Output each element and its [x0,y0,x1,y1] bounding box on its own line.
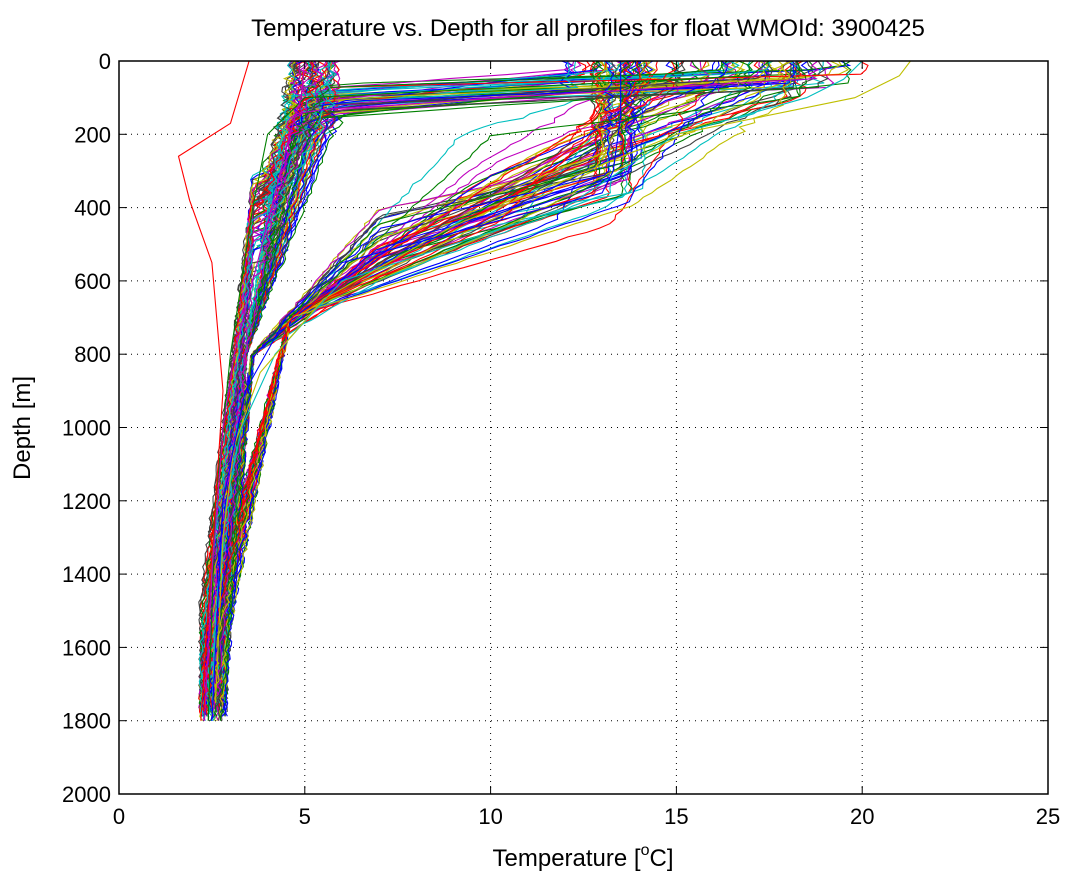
profile-line [215,60,911,703]
profile-line [177,60,250,721]
x-tick-label: 10 [478,804,502,829]
y-tick-label: 1400 [62,562,111,587]
profile-line [211,61,622,721]
x-tick-label: 20 [850,804,874,829]
profile-line [212,60,808,717]
y-tick-label: 800 [74,342,111,367]
profile-line [211,60,297,690]
grid [119,61,1048,794]
profile-line [203,60,820,691]
y-tick-label: 200 [74,122,111,147]
x-tick-label: 5 [299,804,311,829]
profile-line [203,60,306,721]
y-tick-label: 1200 [62,489,111,514]
profile-line [213,60,793,704]
profile-lines [177,60,911,722]
profile-line [216,60,307,695]
profile-line [221,60,632,695]
x-axis-label-suffix: C] [649,845,673,872]
y-tick-label: 600 [74,269,111,294]
y-axis-label: Depth [m] [9,376,36,480]
x-tick-label: 0 [113,804,125,829]
x-axis: 0 5 10 15 20 25 [113,61,1060,829]
y-tick-label: 0 [99,49,111,74]
x-tick-label: 25 [1036,804,1060,829]
profile-line [207,60,641,708]
y-axis: 0 200 400 600 800 1000 1200 1400 1600 1800 2000 [62,49,1048,807]
x-tick-label: 15 [664,804,688,829]
x-axis-label-prefix: Temperature [ [493,845,641,872]
profile-line [198,60,338,712]
y-tick-label: 1000 [62,416,111,441]
x-axis-label-superscript: o [641,842,650,859]
x-axis-label: Temperature [oC] [493,842,674,872]
y-tick-label: 1800 [62,709,111,734]
chart-title: Temperature vs. Depth for all profiles f… [251,15,925,42]
y-tick-label: 2000 [62,782,111,807]
profile-line [202,60,321,704]
y-tick-label: 1600 [62,635,111,660]
y-tick-label: 400 [74,196,111,221]
